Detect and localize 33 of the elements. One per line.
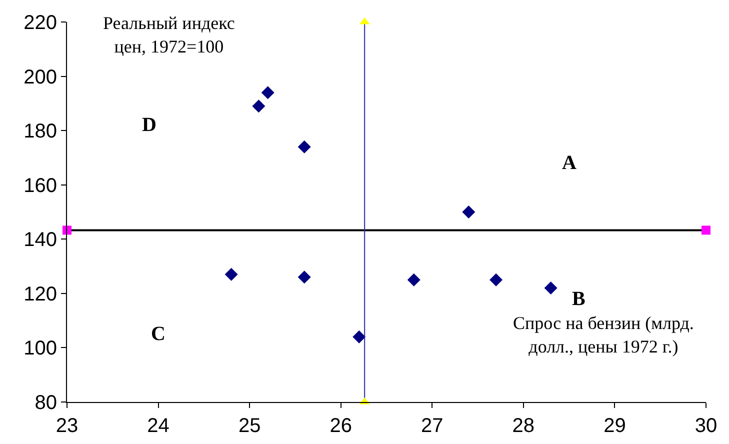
point — [352, 330, 366, 344]
annotation: C — [151, 323, 166, 345]
point — [298, 270, 311, 284]
point — [252, 100, 266, 113]
point — [261, 86, 274, 100]
point — [702, 226, 710, 235]
y-tick-label: 120 — [24, 283, 57, 306]
x-tick-label: 28 — [512, 415, 535, 437]
point — [462, 206, 476, 218]
x-tick-label: 25 — [238, 415, 261, 437]
point — [544, 282, 558, 294]
y-axis-title: Реальный индекс цен, 1972=100 — [103, 13, 235, 56]
x-axis-title: Спрос на бензин (млрд. долл., цены 1972 г.) — [513, 313, 694, 356]
point — [407, 273, 420, 286]
x-tick-label: 30 — [694, 415, 718, 437]
point — [224, 268, 238, 281]
y-tick-label: 100 — [24, 338, 57, 360]
y-tick-label: 220 — [24, 12, 57, 34]
annotation: D — [142, 114, 156, 136]
y-tick-label: 140 — [24, 229, 57, 252]
y-tick-label: 200 — [24, 66, 57, 88]
x-tick-label: 24 — [147, 415, 170, 437]
x-tick-label: 29 — [604, 415, 626, 437]
y-tick-label: 80 — [34, 392, 57, 414]
y-tick-label: 160 — [24, 174, 57, 197]
y-tick-label: 180 — [24, 120, 57, 143]
point — [298, 140, 311, 154]
x-tick-label: 27 — [421, 415, 444, 437]
x-tick-label: 26 — [330, 415, 352, 437]
annotation: A — [562, 152, 577, 174]
x-tick-label: 23 — [56, 415, 78, 437]
point — [490, 273, 503, 286]
annotation: B — [572, 288, 586, 310]
